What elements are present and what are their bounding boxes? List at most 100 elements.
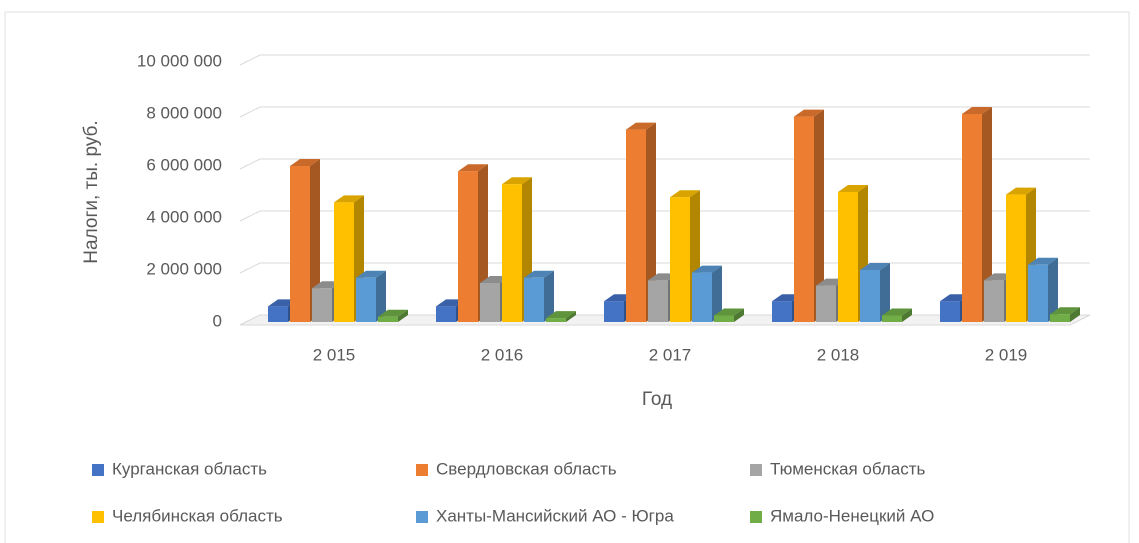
bar-front <box>458 171 478 322</box>
bar-front <box>1050 314 1070 322</box>
bar <box>860 263 890 322</box>
legend-swatch <box>416 464 428 476</box>
bar-front <box>984 280 1004 322</box>
bar <box>692 265 722 322</box>
bar <box>378 309 408 322</box>
legend-swatch <box>92 464 104 476</box>
legend-label: Ханты-Мансийский АО - Югра <box>436 506 674 525</box>
x-tick-label: 2 015 <box>313 345 356 364</box>
legend-swatch <box>416 511 428 523</box>
x-tick-label: 2 017 <box>649 345 692 364</box>
bar-side <box>310 159 320 322</box>
y-tick-label: 8 000 000 <box>146 103 222 122</box>
bar-front <box>1006 194 1026 322</box>
y-tick-label: 6 000 000 <box>146 155 222 174</box>
grid-line-depth <box>239 158 261 170</box>
bar-front <box>714 315 734 322</box>
legend-label: Курганская область <box>112 459 267 478</box>
bar-side <box>814 109 824 322</box>
bar <box>714 308 744 322</box>
bar <box>356 270 386 322</box>
legend-swatch <box>92 511 104 523</box>
x-axis-title: Год <box>642 389 672 410</box>
bar-top <box>334 195 364 203</box>
bar <box>1028 257 1058 322</box>
bar-front <box>334 202 354 322</box>
bar-top <box>546 311 576 319</box>
legend-label: Свердловская область <box>436 459 617 478</box>
bar-top <box>356 270 386 278</box>
bar-side <box>376 270 386 322</box>
bar-front <box>838 192 858 322</box>
bar-front <box>772 301 792 322</box>
bar-front <box>546 318 566 322</box>
bar-top <box>1050 307 1080 315</box>
bar-top <box>838 185 868 192</box>
bar-front <box>940 301 960 322</box>
legend-swatch <box>750 511 762 523</box>
bar-top <box>714 308 744 316</box>
bar-top <box>1028 257 1058 265</box>
bar-top <box>1006 187 1036 195</box>
bar-top <box>378 309 408 317</box>
bar-top <box>458 164 488 172</box>
bar-front <box>692 272 712 322</box>
y-tick-label: 2 000 000 <box>146 259 222 278</box>
bar-front <box>436 306 456 322</box>
bar-front <box>670 197 690 322</box>
bar <box>524 270 554 322</box>
bar <box>626 122 656 322</box>
bar-side <box>544 270 554 322</box>
bar-side <box>712 265 722 322</box>
bar <box>962 107 992 322</box>
bar-front <box>626 129 646 322</box>
bar-top <box>882 308 912 316</box>
bar-front <box>648 280 668 322</box>
bar-side <box>734 308 744 322</box>
bar-top <box>290 159 320 166</box>
grid-line-depth <box>239 106 261 118</box>
bar <box>290 159 320 322</box>
bar-front <box>604 301 624 322</box>
bar-side <box>982 107 992 322</box>
bar-top <box>670 190 700 198</box>
bar-top <box>502 177 532 185</box>
legend-label: Тюменская область <box>770 459 926 478</box>
bar-top <box>860 263 890 270</box>
bar-side <box>566 311 576 322</box>
bar-front <box>378 316 398 322</box>
bar-front <box>962 114 982 322</box>
bar-side <box>1070 307 1080 322</box>
bar-front <box>524 277 544 322</box>
y-axis-title: Налоги, ты. руб. <box>81 120 102 263</box>
bar-front <box>882 315 902 322</box>
x-tick-label: 2 018 <box>817 345 860 364</box>
legend-label: Ямало-Ненецкий АО <box>770 506 934 525</box>
bar-side <box>1048 257 1058 322</box>
bar-front <box>816 285 836 322</box>
grid-line-depth <box>239 210 261 222</box>
bar-top <box>524 270 554 278</box>
legend-label: Челябинская область <box>112 506 283 525</box>
bar-side <box>902 308 912 322</box>
bar-front <box>312 288 332 322</box>
bar-front <box>1028 264 1048 322</box>
y-tick-label: 0 <box>213 311 222 330</box>
bar-front <box>502 184 522 322</box>
bar-side <box>398 309 408 322</box>
y-tick-label: 10 000 000 <box>137 51 222 70</box>
bar-front <box>480 283 500 322</box>
bar-side <box>646 122 656 322</box>
grid-line-depth <box>239 262 261 274</box>
bar-top <box>794 109 824 117</box>
x-tick-label: 2 019 <box>985 345 1028 364</box>
grid-line-depth <box>239 54 261 66</box>
bar <box>882 308 912 322</box>
bar-front <box>268 306 288 322</box>
bar-top <box>626 122 656 130</box>
bar-top <box>692 265 722 273</box>
bar-front <box>860 270 880 322</box>
bar <box>794 109 824 322</box>
bar-top <box>962 107 992 114</box>
